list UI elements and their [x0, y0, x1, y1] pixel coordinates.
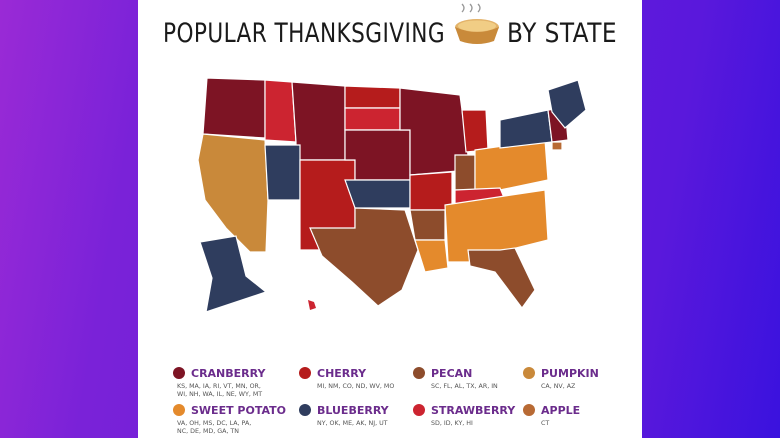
legend-name: CHERRY: [317, 367, 367, 380]
legend-icon: [523, 404, 535, 416]
legend-states: VA, OH, MS, DC, LA, PA,: [177, 420, 251, 427]
legend-states: CT: [541, 420, 549, 427]
legend-name: PUMPKIN: [541, 367, 599, 380]
legend-states: KS, MA, IA, RI, VT, MN, OR,: [177, 383, 261, 390]
legend-icon: [413, 404, 425, 416]
legend-name: STRAWBERRY: [431, 404, 516, 417]
legend-name: APPLE: [541, 404, 580, 417]
legend: CRANBERRY KS, MA, IA, RI, VT, MN, OR, WI…: [173, 367, 599, 435]
legend-states: NY, OK, ME, AK, NJ, UT: [317, 420, 388, 427]
legend-name: PECAN: [431, 367, 472, 380]
legend-icon: [173, 367, 185, 379]
legend-states: NC, DE, MD, GA, TN: [177, 428, 239, 435]
legend-states: WI, NH, WA, IL, NE, WY, MT: [177, 391, 262, 398]
title: BY STATE: [507, 18, 617, 49]
legend-states: SC, FL, AL, TX, AR, IN: [431, 383, 498, 390]
legend-icon: [299, 367, 311, 379]
legend-name: SWEET POTATO: [191, 404, 286, 417]
title: POPULAR THANKSGIVING: [163, 18, 445, 49]
legend-states: SD, ID, KY, HI: [431, 420, 473, 427]
legend-icon: [413, 367, 425, 379]
legend-icon: [299, 404, 311, 416]
legend-states: MI, NM, CO, ND, WV, MO: [317, 383, 394, 390]
legend-name: BLUEBERRY: [317, 404, 390, 417]
legend-icon: [523, 367, 535, 379]
us-map: [197, 77, 587, 313]
legend-icon: [173, 404, 185, 416]
legend-states: CA, NV, AZ: [541, 383, 576, 390]
pie-icon: [455, 3, 499, 44]
legend-name: CRANBERRY: [191, 367, 266, 380]
